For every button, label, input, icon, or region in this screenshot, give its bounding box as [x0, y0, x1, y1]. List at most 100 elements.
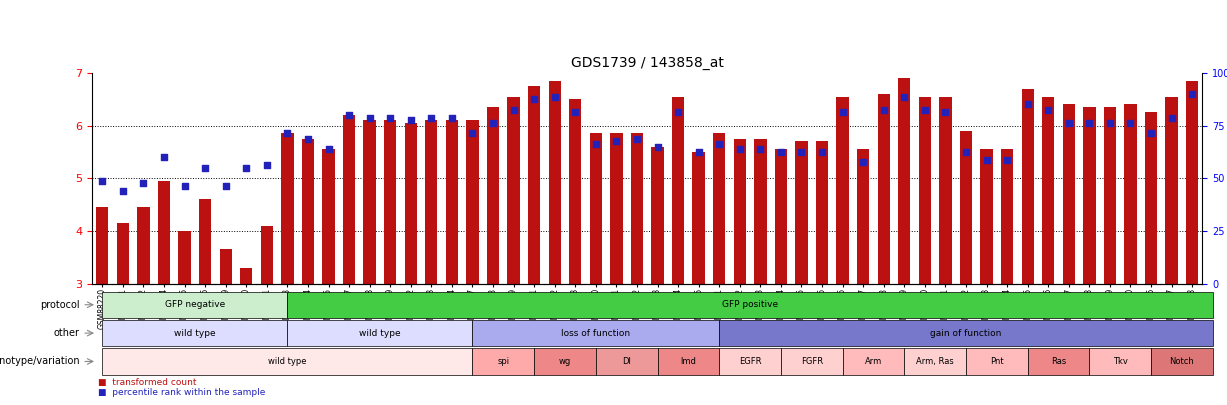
Point [648, 143, 667, 150]
Text: ■  transformed count: ■ transformed count [98, 378, 196, 387]
Bar [590, 134, 602, 284]
Bar [652, 147, 664, 284]
Point [237, 164, 256, 171]
Bar [302, 139, 314, 284]
Point [380, 114, 400, 121]
Point [606, 138, 626, 145]
Text: FGFR: FGFR [801, 357, 823, 366]
Point [1101, 120, 1120, 126]
Bar [487, 107, 499, 284]
Text: Pnt: Pnt [990, 357, 1004, 366]
Point [134, 180, 153, 187]
Point [1120, 120, 1140, 126]
Point [791, 149, 811, 155]
Point [709, 141, 729, 147]
Point [401, 117, 421, 124]
Text: Arm, Ras: Arm, Ras [917, 357, 955, 366]
Point [730, 146, 750, 152]
Bar [220, 249, 232, 284]
Bar [898, 78, 910, 283]
Point [483, 120, 503, 126]
Bar [774, 149, 787, 284]
Text: spi: spi [497, 357, 509, 366]
Text: Arm: Arm [865, 357, 882, 366]
Text: Ras: Ras [1050, 357, 1066, 366]
Text: other: other [54, 328, 80, 338]
Point [874, 107, 893, 113]
Bar [919, 96, 931, 284]
Bar [323, 149, 335, 284]
Text: Tkv: Tkv [1113, 357, 1128, 366]
Point [174, 183, 194, 190]
Point [504, 107, 524, 113]
Bar [877, 94, 890, 284]
Text: GFP negative: GFP negative [164, 300, 225, 309]
Point [688, 149, 708, 155]
Text: wild type: wild type [360, 328, 401, 338]
Bar [1063, 104, 1075, 284]
Point [1018, 101, 1038, 108]
Bar [1145, 112, 1157, 284]
Text: lmd: lmd [681, 357, 696, 366]
Bar [342, 115, 356, 284]
Point [545, 93, 564, 100]
Point [751, 146, 771, 152]
Point [771, 149, 790, 155]
Bar [384, 120, 396, 284]
Text: wild type: wild type [174, 328, 216, 338]
Bar [1083, 107, 1096, 284]
Text: wild type: wild type [269, 357, 307, 366]
Point [627, 135, 647, 142]
Bar [158, 181, 171, 284]
Point [1059, 120, 1079, 126]
Text: loss of function: loss of function [561, 328, 631, 338]
Point [256, 162, 276, 168]
Point [812, 149, 832, 155]
Bar [1104, 107, 1117, 284]
Bar [837, 96, 849, 284]
Bar [508, 96, 520, 284]
Bar [816, 141, 828, 284]
Bar [1166, 96, 1178, 284]
Point [195, 164, 215, 171]
Bar [856, 149, 869, 284]
Point [915, 107, 935, 113]
Text: protocol: protocol [40, 300, 80, 310]
Point [360, 114, 379, 121]
Point [216, 183, 236, 190]
Text: genotype/variation: genotype/variation [0, 356, 80, 367]
Bar [795, 141, 807, 284]
Bar [692, 152, 704, 284]
Bar [178, 231, 190, 284]
Bar [240, 268, 253, 284]
Bar [137, 207, 150, 284]
Point [998, 157, 1017, 163]
Text: ■  percentile rank within the sample: ■ percentile rank within the sample [98, 388, 265, 397]
Point [977, 157, 996, 163]
Bar [96, 207, 108, 284]
Bar [713, 134, 725, 284]
Text: EGFR: EGFR [739, 357, 761, 366]
Point [319, 146, 339, 152]
Bar [1187, 81, 1199, 284]
Point [669, 109, 688, 115]
Point [894, 93, 914, 100]
Text: gain of function: gain of function [930, 328, 1001, 338]
Bar [734, 139, 746, 284]
Bar [755, 139, 767, 284]
Bar [425, 120, 438, 284]
Point [566, 109, 585, 115]
Bar [117, 223, 129, 284]
Text: Notch: Notch [1169, 357, 1194, 366]
Bar [281, 134, 293, 284]
Point [422, 114, 442, 121]
Point [524, 96, 544, 102]
Text: Dl: Dl [622, 357, 631, 366]
Text: wg: wg [558, 357, 571, 366]
Bar [672, 96, 685, 284]
Bar [1001, 149, 1014, 284]
Point [92, 177, 112, 184]
Point [155, 154, 174, 160]
Point [277, 130, 297, 137]
Point [463, 130, 482, 137]
